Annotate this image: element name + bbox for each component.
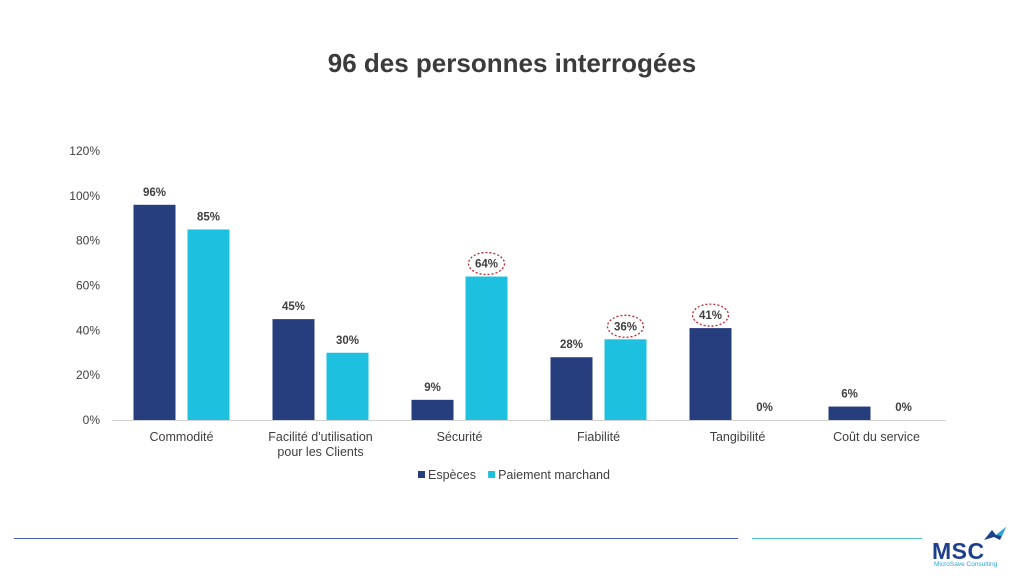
legend-label: Paiement marchand bbox=[498, 468, 610, 482]
bar-especes bbox=[550, 357, 593, 420]
y-tick-label: 100% bbox=[69, 189, 100, 203]
x-category-label: Coût du service bbox=[833, 430, 920, 444]
data-label: 96% bbox=[143, 187, 166, 199]
data-label: 36% bbox=[614, 321, 637, 333]
msc-logo: MSC MicroSave Consulting bbox=[930, 524, 1014, 570]
y-tick-label: 40% bbox=[76, 323, 100, 337]
x-category-label: Facilité d'utilisation bbox=[268, 430, 373, 444]
chart-title: 96 des personnes interrogées bbox=[327, 48, 697, 78]
x-category-label: Tangibilité bbox=[710, 430, 766, 444]
data-label: 6% bbox=[841, 389, 858, 401]
bar-paiement-marchand bbox=[465, 276, 508, 420]
highlight-circle bbox=[691, 303, 730, 327]
footer-divider-left bbox=[14, 538, 738, 539]
data-label: 45% bbox=[282, 301, 305, 313]
bar-paiement-marchand bbox=[187, 229, 230, 420]
legend-swatch bbox=[418, 471, 425, 478]
logo-subtext: MicroSave Consulting bbox=[934, 561, 998, 568]
data-label: 9% bbox=[424, 382, 441, 394]
data-label: 28% bbox=[560, 339, 583, 351]
highlight-circle bbox=[467, 251, 506, 276]
bar-especes bbox=[411, 399, 454, 420]
data-label: 85% bbox=[197, 211, 220, 223]
legend-swatch bbox=[488, 471, 496, 478]
y-tick-label: 0% bbox=[83, 413, 101, 427]
bar-especes bbox=[689, 328, 732, 420]
data-label: 0% bbox=[895, 402, 912, 414]
logo-text: MSC bbox=[932, 538, 985, 564]
y-tick-label: 120% bbox=[69, 144, 100, 158]
x-category-label: Commodité bbox=[150, 430, 214, 444]
y-tick-label: 60% bbox=[76, 279, 100, 293]
footer-divider-right bbox=[752, 538, 922, 539]
data-label: 64% bbox=[475, 259, 498, 271]
data-label: 41% bbox=[699, 310, 722, 322]
bird-icon bbox=[984, 527, 1006, 540]
bar-paiement-marchand bbox=[604, 339, 647, 420]
data-label: 30% bbox=[336, 335, 359, 347]
bar-especes bbox=[272, 319, 315, 420]
y-tick-label: 20% bbox=[76, 368, 100, 382]
y-tick-label: 80% bbox=[76, 234, 100, 248]
bar-especes bbox=[828, 406, 871, 420]
highlight-circle bbox=[606, 314, 645, 338]
bar-paiement-marchand bbox=[326, 352, 369, 420]
x-category-label: Sécurité bbox=[437, 430, 483, 444]
data-label: 0% bbox=[756, 402, 773, 414]
x-category-label: Fiabilité bbox=[577, 430, 620, 444]
bar-especes bbox=[133, 204, 176, 420]
x-category-label: pour les Clients bbox=[277, 445, 363, 459]
legend-label: Espèces bbox=[428, 468, 476, 482]
bar-chart: 0% 20% 40% 60% 80% 100% 120% Commodité 96% 85% Fac… bbox=[69, 144, 946, 482]
